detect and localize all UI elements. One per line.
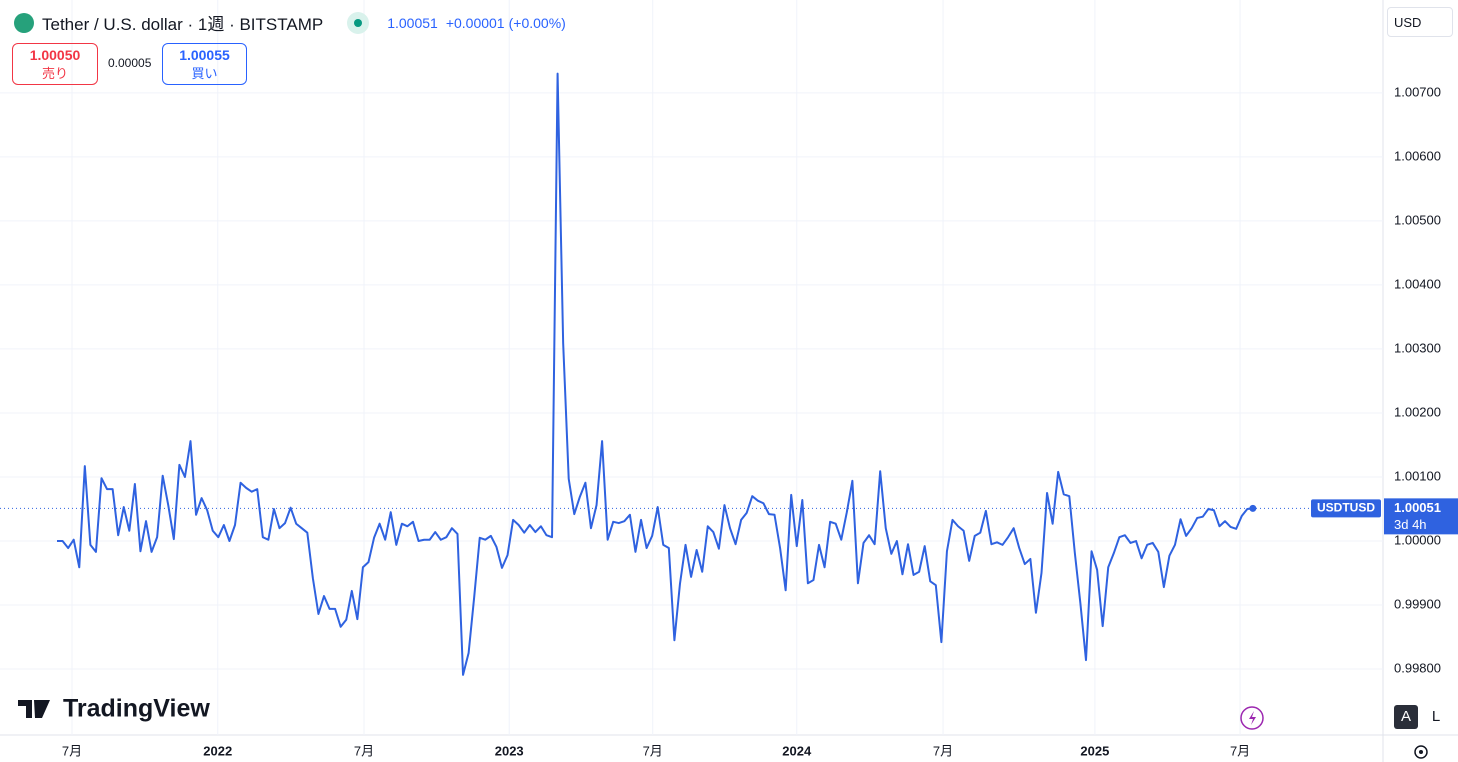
y-tick-label: 0.99900	[1394, 596, 1441, 611]
auto-button[interactable]	[1394, 705, 1418, 729]
lightning-button[interactable]	[1240, 706, 1264, 730]
logo-text: TradingView	[63, 695, 210, 723]
currency-select[interactable]: USD	[1387, 7, 1453, 37]
price-line	[57, 72, 1253, 676]
y-tick-label: 1.00000	[1394, 532, 1441, 547]
price-tag	[1384, 498, 1458, 535]
y-tick-label: 1.00700	[1394, 84, 1441, 99]
buy-price: 1.00055	[179, 46, 230, 63]
symbol-tag-label: USDTUSD	[1317, 501, 1375, 515]
grid	[0, 0, 1383, 735]
x-tick-label: 7月	[62, 743, 82, 758]
y-tick-label: 1.00100	[1394, 468, 1441, 483]
buy-button[interactable]: 1.00055 買い	[162, 43, 247, 85]
change-percent: (+0.00%)	[508, 14, 566, 31]
logo: TradingView	[18, 695, 210, 723]
countdown-label: 3d 4h	[1394, 517, 1427, 532]
x-tick-label: 2025	[1080, 743, 1109, 758]
x-tick-label: 2023	[495, 743, 524, 758]
price-tag-label: 1.00051	[1394, 500, 1441, 515]
symbol-icon	[14, 12, 34, 33]
spread: 0.00005	[108, 56, 152, 70]
x-tick-label: 7月	[1230, 743, 1250, 758]
x-tick-label: 7月	[354, 743, 374, 758]
market-status	[347, 11, 370, 34]
y-tick-label: 1.00300	[1394, 340, 1441, 355]
sell-button[interactable]: 1.00050 売り	[12, 43, 98, 85]
x-tick-label: 2024	[782, 743, 812, 758]
change: +0.00001	[445, 14, 505, 31]
settings-button[interactable]	[1414, 745, 1428, 759]
symbol-header: Tether / U.S. dollar · 1週 · BITSTAMP 1.0…	[14, 10, 566, 35]
auto-label: A	[1401, 708, 1411, 725]
last-point	[1249, 504, 1257, 512]
symbol-title: Tether / U.S. dollar · 1週 · BITSTAMP	[42, 15, 324, 34]
currency-label: USD	[1394, 14, 1422, 30]
sell-label: 売り	[41, 65, 68, 81]
symbol-tag	[1311, 499, 1381, 518]
x-tick-label: 2022	[203, 743, 232, 758]
settings-dot	[1419, 750, 1423, 754]
y-tick-label: 1.00200	[1394, 404, 1441, 419]
log-button[interactable]: L	[1432, 708, 1440, 725]
y-tick-label: 1.00400	[1394, 276, 1441, 291]
y-tick-label: 0.99800	[1394, 660, 1441, 675]
plot	[0, 72, 1383, 676]
x-tick-label: 7月	[933, 743, 953, 758]
buy-label: 買い	[191, 65, 218, 81]
last-price: 1.00051	[387, 14, 438, 31]
logo-mark	[18, 700, 50, 718]
y-tick-label: 1.00500	[1394, 212, 1441, 227]
x-tick-label: 7月	[643, 743, 663, 758]
sell-price: 1.00050	[29, 46, 81, 63]
lightning-icon	[1249, 711, 1256, 725]
y-tick-label: 1.00600	[1394, 148, 1441, 163]
